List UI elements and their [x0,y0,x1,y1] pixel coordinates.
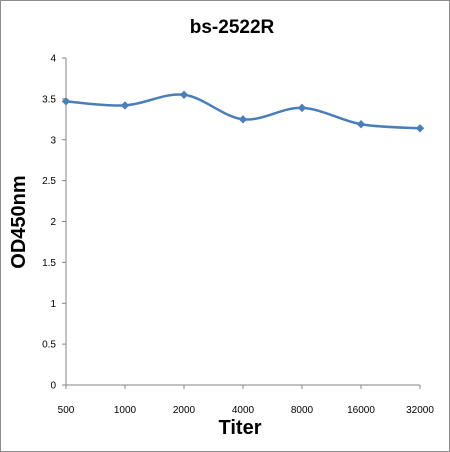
y-tick-label: 1 [50,299,56,310]
data-point-marker [415,124,425,133]
x-axis-ticks: 500 1000 2000 4000 8000 16000 32000 [58,385,434,416]
data-point-marker [297,103,307,113]
x-tick-label: 32000 [406,405,434,416]
data-point-marker [238,115,248,124]
y-tick-label: 0 [50,381,56,392]
data-point-marker [120,101,130,110]
y-tick-label: 0.5 [42,340,56,351]
x-tick-label: 4000 [232,405,255,416]
y-tick-label: 3 [50,135,56,146]
data-point-marker [356,120,366,129]
y-axis-ticks: 0 0.5 1 1.5 2 2.5 3 3.5 4 [42,54,66,392]
data-point-marker [61,97,71,106]
x-tick-label: 500 [58,405,75,416]
series-markers [61,90,425,133]
data-point-marker [179,90,189,99]
x-tick-label: 1000 [114,405,137,416]
y-tick-label: 1.5 [42,258,56,269]
y-axis-label: OD450nm [8,175,30,268]
x-tick-label: 8000 [291,405,314,416]
x-tick-label: 2000 [173,405,196,416]
y-tick-label: 2.5 [42,176,56,187]
y-tick-label: 3.5 [42,94,56,105]
x-axis-label: Titer [219,417,262,439]
y-tick-label: 4 [50,54,56,65]
y-tick-label: 2 [50,217,56,228]
chart-title: bs-2522R [190,17,275,38]
x-tick-label: 16000 [347,405,375,416]
